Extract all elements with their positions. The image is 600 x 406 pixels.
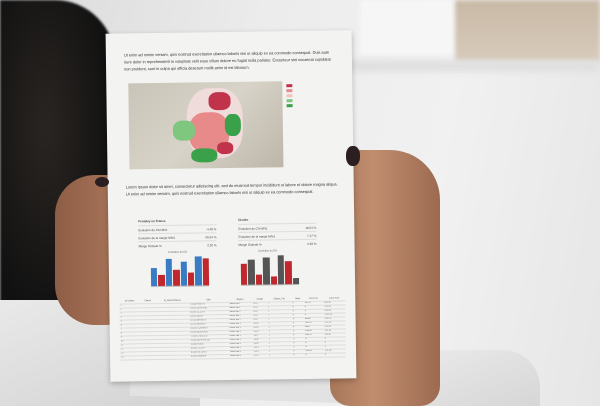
background-paper xyxy=(360,0,470,55)
table-edge xyxy=(340,60,600,72)
table-cell: 2013 xyxy=(252,353,268,358)
chart-bar xyxy=(158,275,165,287)
kpi-label: Evolution du CA N/N1 xyxy=(138,227,168,232)
legend-swatch xyxy=(286,99,293,103)
legend-swatch xyxy=(286,104,293,108)
table-cell xyxy=(156,354,190,360)
table-cell: 0 xyxy=(292,352,305,358)
kpi-label: Marge Globale % xyxy=(138,243,162,248)
legend-swatch xyxy=(286,94,293,98)
kpi-value: -40.54 % xyxy=(204,234,217,239)
table-cell: 92000 Nanterre xyxy=(189,354,229,359)
chart-bar xyxy=(262,257,270,285)
kpi-label: Evolution de la marge N/N1 xyxy=(238,233,276,239)
kpi-table-left: Fonteley en France Evolution du CA N/N1 -4… xyxy=(138,218,217,250)
chart-bar xyxy=(187,272,195,286)
table-cell xyxy=(140,355,157,360)
chart-bar xyxy=(255,274,263,285)
legend-item xyxy=(286,103,327,109)
kpi-value: -4.48 % xyxy=(205,226,217,231)
chart-bar xyxy=(202,258,210,286)
data-table: ID Clients Clients Id_cientsAdresse Ville Re… xyxy=(119,296,347,360)
chart-bar xyxy=(173,269,180,286)
kpi-table-right: Clodeo Evolution du CA N/N1 18.54 % Evoluti… xyxy=(238,217,317,248)
kpi-value: 2.63 % xyxy=(307,241,317,246)
kpi-row: Marge Globale % 2.63 % xyxy=(238,238,317,248)
table-cell: 1 xyxy=(267,353,293,358)
chart-bar xyxy=(292,278,300,285)
kpi-label: Evolution du CA N/N1 xyxy=(238,225,268,231)
table-cell: 14 xyxy=(120,355,141,360)
chart-bar xyxy=(240,263,248,285)
choropleth-map xyxy=(128,81,284,170)
kpi-value: 18.54 % xyxy=(305,225,317,230)
paragraph-1: Ut enim ad minim veniam, quis nostrud ex… xyxy=(123,49,331,72)
chart-bar xyxy=(270,276,277,285)
legend-swatch xyxy=(286,84,293,88)
chart-bar xyxy=(150,267,158,287)
legend-swatch xyxy=(286,89,293,93)
kpi-row: Marge Globale % 2.02 % xyxy=(138,240,217,250)
table-cell: Tresor dle 1 xyxy=(228,353,253,359)
background-box xyxy=(455,0,600,62)
chart-bar xyxy=(180,262,187,286)
paragraph-2: Lorem ipsum dolor sit amet, consectetur … xyxy=(125,181,338,197)
chart-bar xyxy=(248,259,255,285)
chart-bar xyxy=(165,258,173,286)
right-thumbnail xyxy=(346,146,360,166)
chart-bar xyxy=(285,260,292,285)
kpi-value: 7.17 % xyxy=(307,233,317,238)
table-cell: 0 xyxy=(304,352,324,357)
bar-chart-2: Evolution du CA xyxy=(233,249,304,290)
chart-bar xyxy=(194,256,202,286)
kpi-label: Marge Globale % xyxy=(238,242,262,247)
kpi-value: 2.02 % xyxy=(207,242,217,247)
document: Ut enim ad minim veniam, quis nostrud ex… xyxy=(105,30,357,382)
kpi-label: Evolution de la marge N/N1 xyxy=(138,235,176,240)
left-thumbnail xyxy=(95,177,109,187)
map-legend xyxy=(286,83,326,109)
chart-bar xyxy=(277,255,285,285)
table-cell: 0 xyxy=(323,352,347,357)
bar-chart-1: Evolution du CA xyxy=(143,250,214,291)
